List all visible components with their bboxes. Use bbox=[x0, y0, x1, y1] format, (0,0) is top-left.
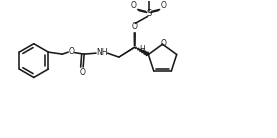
Text: O: O bbox=[132, 22, 138, 31]
Polygon shape bbox=[134, 32, 136, 46]
Polygon shape bbox=[118, 47, 136, 57]
Text: O: O bbox=[68, 47, 74, 56]
Text: H: H bbox=[139, 45, 145, 54]
Text: O: O bbox=[161, 1, 166, 10]
Text: O: O bbox=[79, 68, 85, 77]
Text: O: O bbox=[161, 39, 166, 48]
Text: S: S bbox=[146, 9, 151, 18]
Text: NH: NH bbox=[96, 48, 108, 57]
Text: O: O bbox=[131, 1, 137, 10]
